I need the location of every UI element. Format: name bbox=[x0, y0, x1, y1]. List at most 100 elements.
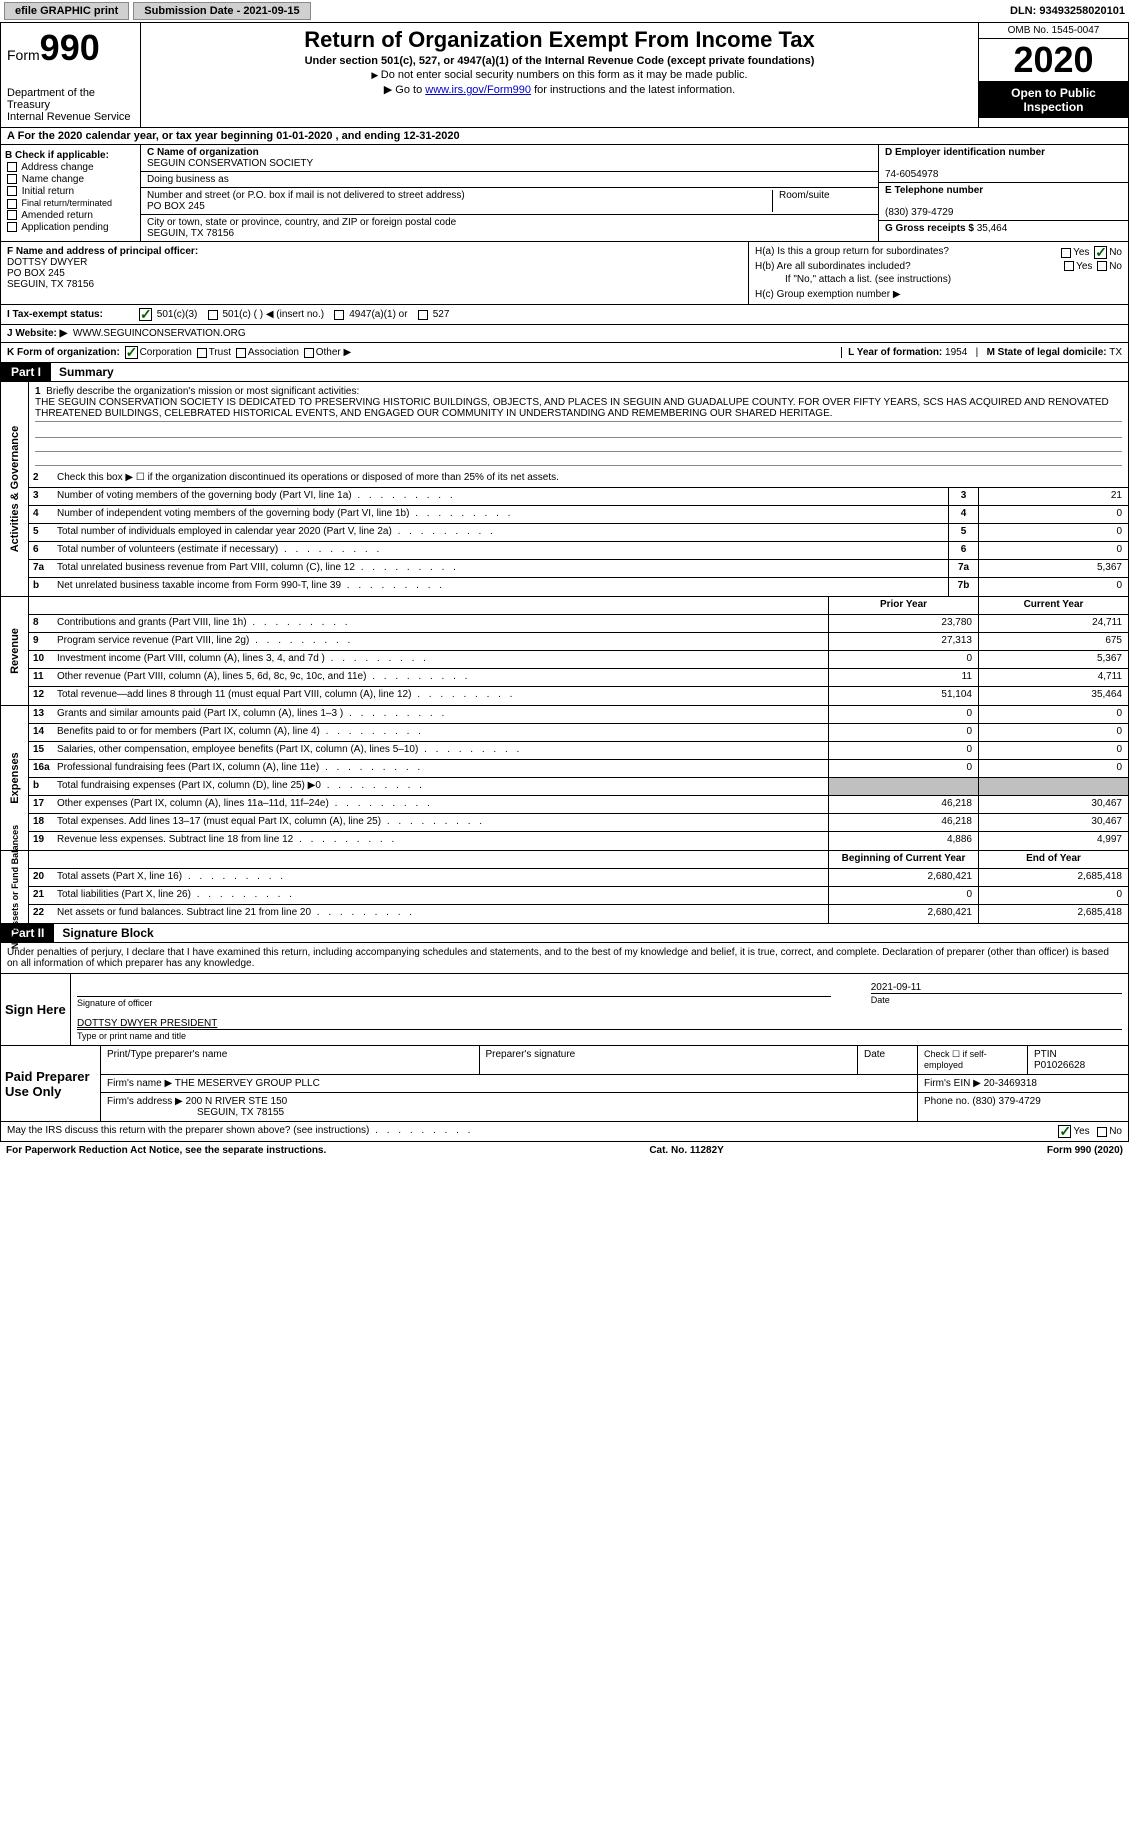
opt-app-pending[interactable]: Application pending bbox=[5, 222, 136, 233]
k-other-check[interactable] bbox=[304, 348, 314, 358]
part1-tag: Part I bbox=[1, 363, 51, 381]
form-subtitle: Under section 501(c), 527, or 4947(a)(1)… bbox=[147, 55, 972, 67]
top-bar: efile GRAPHIC print Submission Date - 20… bbox=[0, 0, 1129, 23]
summary-row: 7aTotal unrelated business revenue from … bbox=[29, 560, 1128, 578]
vlabel-ag: Activities & Governance bbox=[9, 426, 21, 553]
hb-yes[interactable]: Yes bbox=[1076, 261, 1092, 272]
data-row: 8Contributions and grants (Part VIII, li… bbox=[29, 615, 1128, 633]
box-c: C Name of organization SEGUIN CONSERVATI… bbox=[141, 145, 878, 241]
hb-no[interactable]: No bbox=[1109, 261, 1122, 272]
ha-yes[interactable]: Yes bbox=[1073, 247, 1089, 258]
i-501c3: 501(c)(3) bbox=[157, 309, 198, 320]
f-label: F Name and address of principal officer: bbox=[7, 246, 198, 257]
l-label: L Year of formation: bbox=[848, 347, 942, 358]
firm-phone-value: (830) 379-4729 bbox=[972, 1096, 1040, 1107]
data-row: 16aProfessional fundraising fees (Part I… bbox=[29, 760, 1128, 778]
opt-name-change[interactable]: Name change bbox=[5, 174, 136, 185]
row-i: I Tax-exempt status: 501(c)(3) 501(c) ( … bbox=[0, 305, 1129, 325]
tax-year: 2020 bbox=[979, 39, 1128, 82]
efile-print-button[interactable]: efile GRAPHIC print bbox=[4, 2, 129, 20]
footer-right: Form 990 (2020) bbox=[1047, 1145, 1123, 1156]
note2-pre: Go to bbox=[395, 84, 425, 96]
box-b: B Check if applicable: Address change Na… bbox=[1, 145, 141, 241]
ein-label: D Employer identification number bbox=[885, 147, 1045, 158]
paid-prep-label: Paid Preparer Use Only bbox=[1, 1046, 101, 1121]
data-row: 13Grants and similar amounts paid (Part … bbox=[29, 706, 1128, 724]
prep-name-hdr: Print/Type preparer's name bbox=[101, 1046, 480, 1074]
i-527: 527 bbox=[433, 309, 450, 320]
form-header-right: OMB No. 1545-0047 2020 Open to Public In… bbox=[978, 23, 1128, 127]
sig-date-label: Date bbox=[871, 993, 1122, 1005]
row-klm: K Form of organization: Corporation Trus… bbox=[0, 343, 1129, 363]
k-other: Other ▶ bbox=[316, 347, 351, 358]
j-label: J Website: ▶ bbox=[7, 328, 67, 339]
city-label: City or town, state or province, country… bbox=[147, 217, 456, 228]
data-row: 18Total expenses. Add lines 13–17 (must … bbox=[29, 814, 1128, 832]
opt-address-change[interactable]: Address change bbox=[5, 162, 136, 173]
i-label: I Tax-exempt status: bbox=[7, 309, 137, 320]
ha-label: H(a) Is this a group return for subordin… bbox=[755, 246, 949, 257]
box-f: F Name and address of principal officer:… bbox=[1, 242, 748, 304]
footer: For Paperwork Reduction Act Notice, see … bbox=[0, 1142, 1129, 1159]
part2-title: Signature Block bbox=[54, 924, 161, 942]
form-label: Form bbox=[7, 47, 40, 63]
firm-phone-label: Phone no. bbox=[924, 1096, 970, 1107]
row-j: J Website: ▶ WWW.SEGUINCONSERVATION.ORG bbox=[0, 325, 1129, 343]
org-address: PO BOX 245 bbox=[147, 201, 205, 212]
dept-irs: Internal Revenue Service bbox=[7, 111, 134, 123]
firm-ein-label: Firm's EIN ▶ bbox=[924, 1078, 981, 1089]
ein-value: 74-6054978 bbox=[885, 169, 938, 180]
discuss-yes-check[interactable] bbox=[1058, 1125, 1071, 1138]
paid-preparer-row: Paid Preparer Use Only Print/Type prepar… bbox=[0, 1046, 1129, 1122]
firm-addr2: SEGUIN, TX 78155 bbox=[107, 1107, 284, 1118]
i-501c3-check[interactable] bbox=[139, 308, 152, 321]
form990-link[interactable]: www.irs.gov/Form990 bbox=[425, 84, 531, 96]
firm-addr-label: Firm's address ▶ bbox=[107, 1096, 183, 1107]
i-4947: 4947(a)(1) or bbox=[349, 309, 407, 320]
opt-amended[interactable]: Amended return bbox=[5, 210, 136, 221]
opt-final-return[interactable]: Final return/terminated bbox=[5, 198, 136, 209]
period-text: For the 2020 calendar year, or tax year … bbox=[18, 130, 460, 142]
k-corp-check[interactable] bbox=[125, 346, 138, 359]
mission-text: THE SEGUIN CONSERVATION SOCIETY IS DEDIC… bbox=[35, 397, 1122, 422]
hdr-current: Current Year bbox=[978, 597, 1128, 614]
ptin-label: PTIN bbox=[1034, 1049, 1057, 1060]
part2-tag: Part II bbox=[1, 924, 54, 942]
k-assoc: Association bbox=[248, 347, 299, 358]
firm-name-label: Firm's name ▶ bbox=[107, 1078, 172, 1089]
i-501c-check[interactable] bbox=[208, 310, 218, 320]
data-row: bTotal fundraising expenses (Part IX, co… bbox=[29, 778, 1128, 796]
hdr-prior: Prior Year bbox=[828, 597, 978, 614]
prep-date-hdr: Date bbox=[858, 1046, 918, 1074]
section-bcdeg: B Check if applicable: Address change Na… bbox=[0, 145, 1129, 242]
l2-text: Check this box ▶ ☐ if the organization d… bbox=[53, 470, 1128, 487]
k-trust-check[interactable] bbox=[197, 348, 207, 358]
org-name: SEGUIN CONSERVATION SOCIETY bbox=[147, 158, 313, 169]
i-527-check[interactable] bbox=[418, 310, 428, 320]
sig-name-value: DOTTSY DWYER PRESIDENT bbox=[77, 1018, 1122, 1029]
part1-header: Part I Summary bbox=[0, 363, 1129, 382]
footer-mid: Cat. No. 11282Y bbox=[649, 1145, 723, 1156]
org-city: SEGUIN, TX 78156 bbox=[147, 228, 234, 239]
k-assoc-check[interactable] bbox=[236, 348, 246, 358]
vlabel-exp: Expenses bbox=[9, 752, 21, 803]
room-label: Room/suite bbox=[779, 190, 830, 201]
opt-initial-return[interactable]: Initial return bbox=[5, 186, 136, 197]
summary-row: 6Total number of volunteers (estimate if… bbox=[29, 542, 1128, 560]
box-b-title: B Check if applicable: bbox=[5, 150, 136, 161]
data-row: 15Salaries, other compensation, employee… bbox=[29, 742, 1128, 760]
data-row: 11Other revenue (Part VIII, column (A), … bbox=[29, 669, 1128, 687]
hdr-begin: Beginning of Current Year bbox=[828, 851, 978, 868]
data-row: 14Benefits paid to or for members (Part … bbox=[29, 724, 1128, 742]
discuss-no-check[interactable] bbox=[1097, 1127, 1107, 1137]
i-501c: 501(c) ( ) ◀ (insert no.) bbox=[222, 309, 324, 320]
sign-here-label: Sign Here bbox=[1, 974, 71, 1045]
discuss-text: May the IRS discuss this return with the… bbox=[7, 1125, 473, 1138]
form-header: Form990 Department of the Treasury Inter… bbox=[0, 23, 1129, 128]
sig-name-label: Type or print name and title bbox=[77, 1029, 1122, 1041]
i-4947-check[interactable] bbox=[334, 310, 344, 320]
gross-value: 35,464 bbox=[977, 223, 1008, 234]
l-value: 1954 bbox=[945, 347, 967, 358]
ha-no[interactable]: No bbox=[1109, 247, 1122, 258]
box-h: H(a) Is this a group return for subordin… bbox=[748, 242, 1128, 304]
